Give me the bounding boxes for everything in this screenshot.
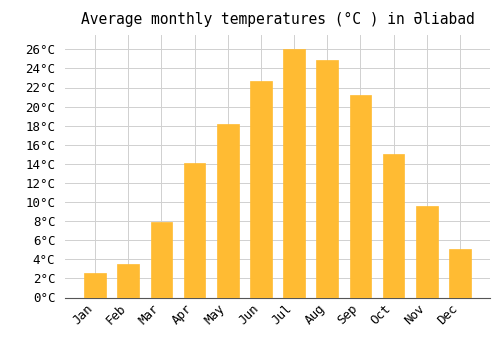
Bar (84, 273, 106, 298)
Bar (316, 60, 338, 298)
Bar (383, 154, 404, 298)
Bar (416, 206, 438, 298)
Title: Average monthly temperatures (°C ) in Əliabad: Average monthly temperatures (°C ) in Əl… (80, 12, 474, 27)
Bar (150, 222, 172, 298)
Bar (184, 163, 206, 298)
Bar (118, 264, 139, 298)
Bar (350, 95, 371, 298)
Bar (217, 124, 238, 298)
Bar (250, 81, 272, 298)
Bar (449, 249, 470, 298)
Bar (284, 49, 305, 298)
